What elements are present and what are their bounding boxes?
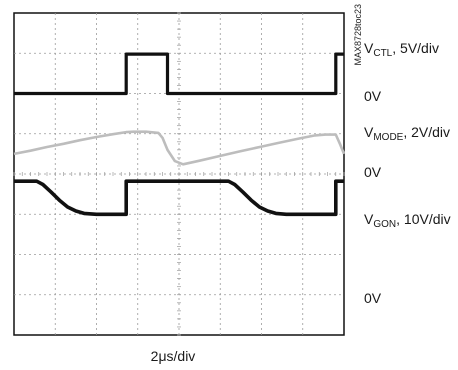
gon-scale: 10V/div [403, 211, 451, 227]
gon-subscript: GON [373, 219, 397, 230]
gon-zero-label: 0V [364, 290, 382, 306]
time-base-label: 2μs/div [150, 348, 196, 364]
mode-scale: 2V/div [411, 124, 451, 140]
ctl-subscript: CTL [373, 48, 393, 59]
trace-vgon [14, 179, 344, 217]
ctl-channel-label: VCTL, 5V/div [364, 40, 439, 59]
ctl-zero-label: 0V [364, 88, 382, 104]
mode-channel-label: VMODE, 2V/div [364, 124, 451, 143]
mode-subscript: MODE [373, 132, 404, 143]
ctl-scale: 5V/div [400, 40, 439, 56]
trace-vctl [14, 52, 344, 96]
gon-channel-label: VGON, 10V/div [364, 211, 451, 230]
trace-vmode [13, 130, 346, 166]
traces [13, 52, 346, 217]
figure-id: MAX8728toc23 [353, 4, 363, 66]
mode-zero-label: 0V [364, 164, 382, 180]
